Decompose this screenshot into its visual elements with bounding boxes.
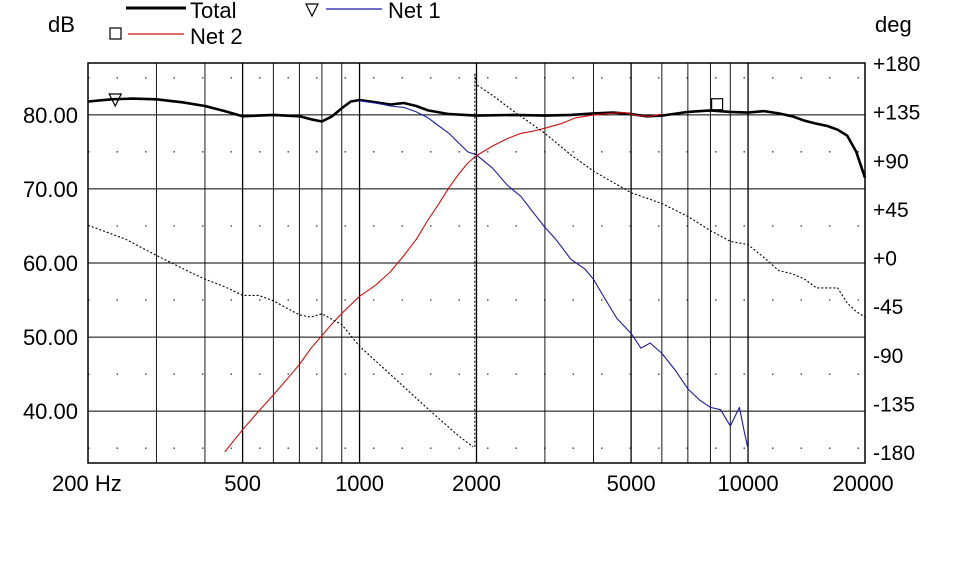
legend-label-net2: Net 2 bbox=[190, 24, 243, 49]
series-line-phase bbox=[87, 73, 866, 448]
y-right-tick-label: -180 bbox=[873, 442, 915, 465]
axis-layer: 200 Hz 500 1000 2000 5000 10000 20000 80.00 70.0… bbox=[23, 53, 920, 496]
x-tick-label: 20000 bbox=[832, 471, 893, 496]
net2-square-marker bbox=[711, 98, 724, 111]
net1-triangle-marker bbox=[108, 93, 123, 108]
legend-label-net1: Net 1 bbox=[388, 0, 441, 23]
y-right-tick-label: +45 bbox=[873, 199, 909, 222]
series-line-total bbox=[87, 97, 867, 179]
right-axis-label: deg bbox=[875, 12, 912, 37]
y-right-tick-label: +0 bbox=[873, 248, 897, 271]
x-tick-label: 2000 bbox=[452, 471, 501, 496]
grid bbox=[88, 63, 865, 463]
x-tick-label: 500 bbox=[224, 471, 261, 496]
legend-label-total: Total bbox=[190, 0, 236, 23]
y-left-tick-label: 50.00 bbox=[23, 325, 78, 350]
left-axis-label: dB bbox=[48, 12, 75, 37]
x-tick-label: 5000 bbox=[607, 471, 656, 496]
square-marker-icon bbox=[109, 27, 122, 40]
series-line-net-1 bbox=[359, 100, 749, 449]
x-tick-label: 10000 bbox=[717, 471, 778, 496]
legend: Total Net 1 Net 2 bbox=[109, 0, 441, 49]
y-right-tick-label: -135 bbox=[873, 394, 915, 417]
y-left-tick-label: 40.00 bbox=[23, 399, 78, 424]
series-layer bbox=[87, 73, 867, 453]
y-right-tick-label: +180 bbox=[873, 53, 920, 76]
x-tick-label: 1000 bbox=[335, 471, 384, 496]
y-right-tick-label: -90 bbox=[873, 345, 903, 368]
series-line-net-2 bbox=[224, 112, 663, 453]
triangle-down-marker-icon bbox=[305, 3, 319, 18]
plot-frame bbox=[87, 62, 866, 464]
y-left-tick-label: 60.00 bbox=[23, 251, 78, 276]
x-tick-label: 200 Hz bbox=[52, 471, 122, 496]
y-right-tick-label: +135 bbox=[873, 102, 920, 125]
y-left-tick-label: 70.00 bbox=[23, 177, 78, 202]
y-left-tick-label: 80.00 bbox=[23, 103, 78, 128]
y-right-tick-label: +90 bbox=[873, 150, 909, 173]
y-right-tick-label: -45 bbox=[873, 296, 903, 319]
